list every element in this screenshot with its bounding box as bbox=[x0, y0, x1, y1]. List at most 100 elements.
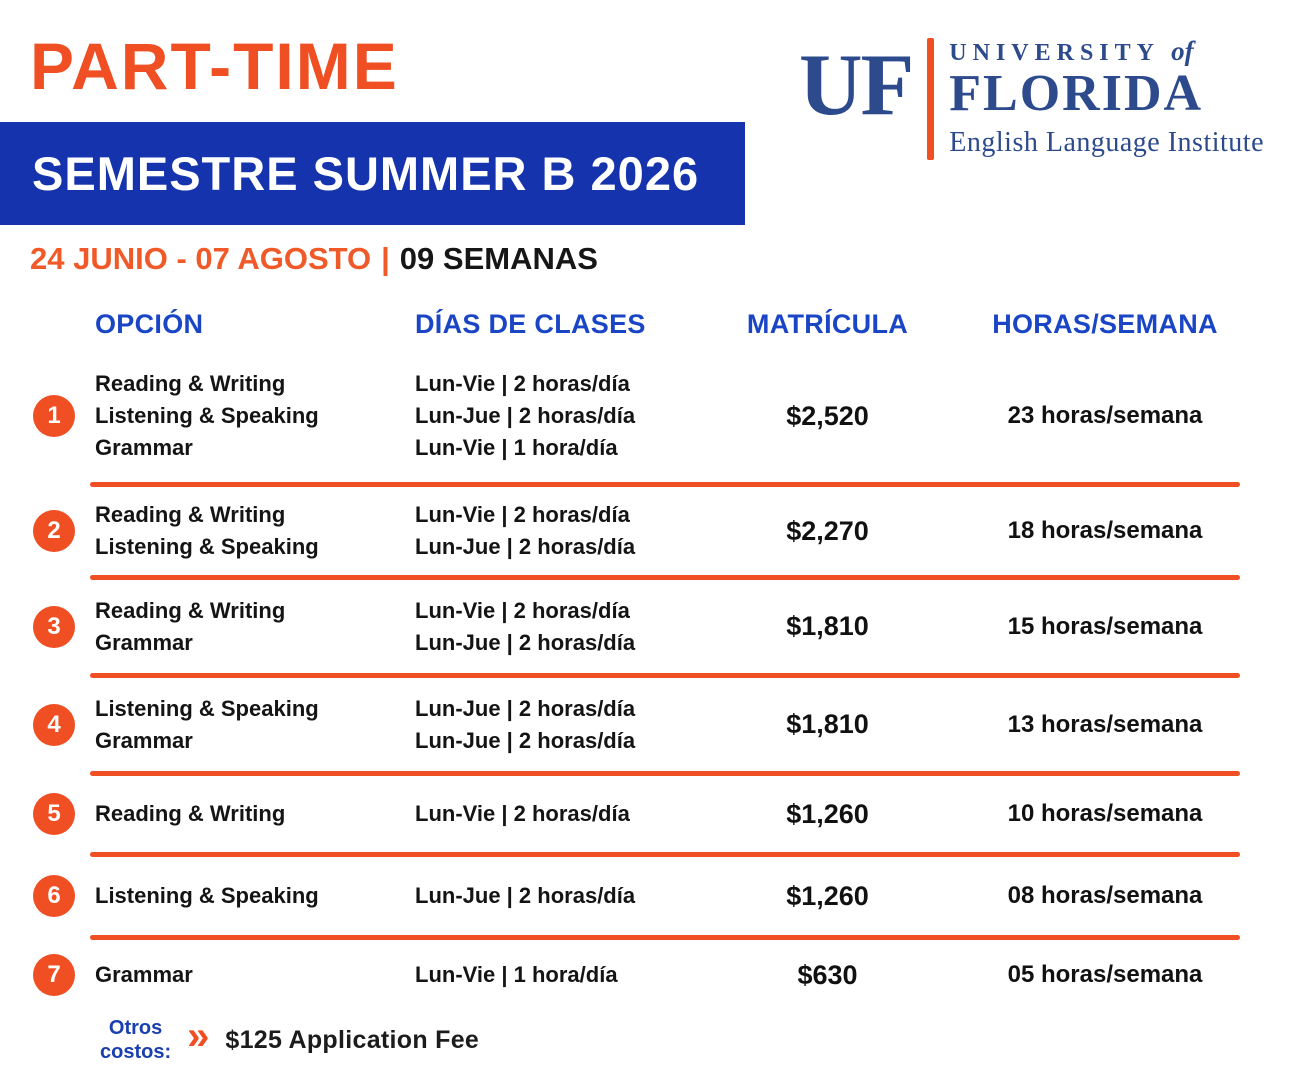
course-name: Listening & Speaking bbox=[95, 534, 319, 559]
semester-banner: SEMESTRE SUMMER B 2026 bbox=[0, 122, 745, 225]
course-name: Reading & Writing bbox=[95, 502, 286, 527]
row-divider bbox=[90, 482, 1240, 487]
table-row: 3 Reading & Writing Grammar Lun-Vie | 2 … bbox=[0, 580, 1300, 673]
date-line: 24 JUNIO - 07 AGOSTO | 09 SEMANAS bbox=[30, 241, 598, 277]
course-name: Listening & Speaking bbox=[95, 403, 319, 428]
option-number: 5 bbox=[47, 800, 61, 827]
schedule-line: Lun-Vie | 1 hora/día bbox=[415, 435, 618, 460]
course-name: Grammar bbox=[95, 727, 193, 753]
badge-cell: 3 bbox=[30, 605, 90, 648]
schedule-line: Lun-Vie | 2 horas/día bbox=[415, 801, 630, 826]
column-header-dias: DÍAS DE CLASES bbox=[415, 308, 646, 339]
row-divider bbox=[90, 852, 1240, 857]
option-number-badge: 2 bbox=[33, 510, 75, 552]
schedule-line: Lun-Jue | 2 horas/día bbox=[415, 403, 636, 428]
course-name: Reading & Writing bbox=[95, 801, 286, 826]
table-row: 7 Grammar Lun-Vie | 1 hora/día $630 05 h… bbox=[0, 940, 1300, 1010]
schedule-line: Lun-Jue | 2 horas/día bbox=[415, 883, 636, 908]
date-separator: | bbox=[381, 241, 390, 276]
logo-institute: English Language Institute bbox=[949, 127, 1264, 159]
option-number-badge: 4 bbox=[33, 703, 75, 746]
application-fee: $125 Application Fee bbox=[225, 1025, 480, 1054]
logo-wordmark: UNIVERSITY of FLORIDA English Language I… bbox=[949, 32, 1264, 159]
tuition-price: $1,260 bbox=[786, 798, 869, 829]
schedule-cell: Lun-Vie | 2 horas/día bbox=[400, 798, 695, 830]
courses-cell: Grammar bbox=[90, 959, 400, 991]
schedule-line: Lun-Jue | 2 horas/día bbox=[415, 727, 636, 753]
page-title: PART-TIME bbox=[30, 29, 399, 103]
table-header-row: OPCIÓN DÍAS DE CLASES MATRÍCULA HORAS/SE… bbox=[0, 298, 1300, 350]
logo-divider bbox=[927, 38, 935, 160]
course-name: Listening & Speaking bbox=[95, 883, 319, 908]
badge-cell: 4 bbox=[30, 703, 90, 746]
pricing-table: OPCIÓN DÍAS DE CLASES MATRÍCULA HORAS/SE… bbox=[0, 298, 1300, 1064]
option-number-badge: 3 bbox=[33, 605, 75, 648]
schedule-cell: Lun-Vie | 1 hora/día bbox=[400, 959, 695, 991]
badge-cell: 6 bbox=[30, 875, 90, 917]
tuition-price: $2,520 bbox=[786, 400, 869, 431]
hours-per-week: 10 horas/semana bbox=[1007, 800, 1203, 827]
other-costs-label-line2: costos: bbox=[100, 1041, 172, 1063]
option-number-badge: 5 bbox=[33, 793, 75, 835]
schedule-line: Lun-Vie | 2 horas/día bbox=[415, 371, 630, 396]
double-chevron-icon: » bbox=[187, 1014, 210, 1058]
courses-cell: Reading & Writing bbox=[90, 798, 400, 830]
badge-cell: 5 bbox=[30, 793, 90, 835]
schedule-line: Lun-Vie | 2 horas/día bbox=[415, 597, 630, 623]
option-number-badge: 7 bbox=[33, 954, 75, 996]
tuition-price: $630 bbox=[797, 959, 858, 990]
table-row: 5 Reading & Writing Lun-Vie | 2 horas/dí… bbox=[0, 776, 1300, 852]
row-divider bbox=[90, 771, 1240, 776]
schedule-line: Lun-Jue | 2 horas/día bbox=[415, 695, 636, 721]
option-number-badge: 1 bbox=[33, 395, 75, 437]
schedule-line: Lun-Vie | 1 hora/día bbox=[415, 962, 618, 987]
other-costs-label-line1: Otros bbox=[108, 1017, 163, 1039]
badge-cell: 2 bbox=[30, 510, 90, 552]
semester-banner-text: SEMESTRE SUMMER B 2026 bbox=[32, 147, 700, 200]
tuition-price: $1,810 bbox=[786, 709, 869, 739]
course-name: Reading & Writing bbox=[95, 371, 286, 396]
hours-per-week: 05 horas/semana bbox=[1007, 961, 1203, 988]
courses-cell: Listening & Speaking Grammar bbox=[90, 693, 400, 757]
hours-per-week: 15 horas/semana bbox=[1007, 612, 1203, 640]
schedule-line: Lun-Jue | 2 horas/día bbox=[415, 534, 636, 559]
hours-per-week: 08 horas/semana bbox=[1007, 882, 1203, 909]
option-number: 4 bbox=[47, 710, 61, 738]
uf-logo: UF UNIVERSITY of FLORIDA English Languag… bbox=[799, 32, 1264, 160]
schedule-cell: Lun-Vie | 2 horas/día Lun-Jue | 2 horas/… bbox=[400, 499, 695, 563]
schedule-cell: Lun-Vie | 2 horas/día Lun-Jue | 2 horas/… bbox=[400, 368, 695, 464]
course-name: Grammar bbox=[95, 629, 193, 655]
column-header-matricula: MATRÍCULA bbox=[746, 308, 909, 339]
logo-of: of bbox=[1171, 36, 1194, 66]
row-divider bbox=[90, 935, 1240, 940]
table-row: 1 Reading & Writing Listening & Speaking… bbox=[0, 350, 1300, 482]
schedule-cell: Lun-Jue | 2 horas/día Lun-Jue | 2 horas/… bbox=[400, 693, 695, 757]
schedule-cell: Lun-Vie | 2 horas/día Lun-Jue | 2 horas/… bbox=[400, 595, 695, 659]
schedule-cell: Lun-Jue | 2 horas/día bbox=[400, 880, 695, 912]
course-name: Reading & Writing bbox=[95, 597, 286, 623]
option-number: 3 bbox=[47, 612, 61, 640]
courses-cell: Reading & Writing Listening & Speaking bbox=[90, 499, 400, 563]
column-header-horas: HORAS/SEMANA bbox=[992, 308, 1218, 339]
course-name: Grammar bbox=[95, 435, 193, 460]
date-range: 24 JUNIO - 07 AGOSTO bbox=[30, 241, 372, 276]
courses-cell: Reading & Writing Listening & Speaking G… bbox=[90, 368, 400, 464]
course-name: Grammar bbox=[95, 962, 193, 987]
table-row: 4 Listening & Speaking Grammar Lun-Jue |… bbox=[0, 678, 1300, 771]
column-header-opcion: OPCIÓN bbox=[95, 308, 204, 339]
table-row: 2 Reading & Writing Listening & Speaking… bbox=[0, 487, 1300, 575]
other-costs-label: Otros costos: bbox=[100, 1016, 171, 1064]
option-number: 1 bbox=[47, 402, 61, 429]
courses-cell: Listening & Speaking bbox=[90, 880, 400, 912]
hours-per-week: 18 horas/semana bbox=[1007, 517, 1203, 544]
tuition-price: $1,810 bbox=[786, 611, 869, 641]
table-row: 6 Listening & Speaking Lun-Jue | 2 horas… bbox=[0, 857, 1300, 935]
schedule-line: Lun-Vie | 2 horas/día bbox=[415, 502, 630, 527]
courses-cell: Reading & Writing Grammar bbox=[90, 595, 400, 659]
uf-monogram: UF bbox=[798, 37, 914, 134]
logo-florida: FLORIDA bbox=[949, 65, 1204, 122]
logo-university-line: UNIVERSITY of bbox=[949, 36, 1264, 67]
option-number: 2 bbox=[47, 517, 61, 544]
badge-cell: 1 bbox=[30, 395, 90, 437]
